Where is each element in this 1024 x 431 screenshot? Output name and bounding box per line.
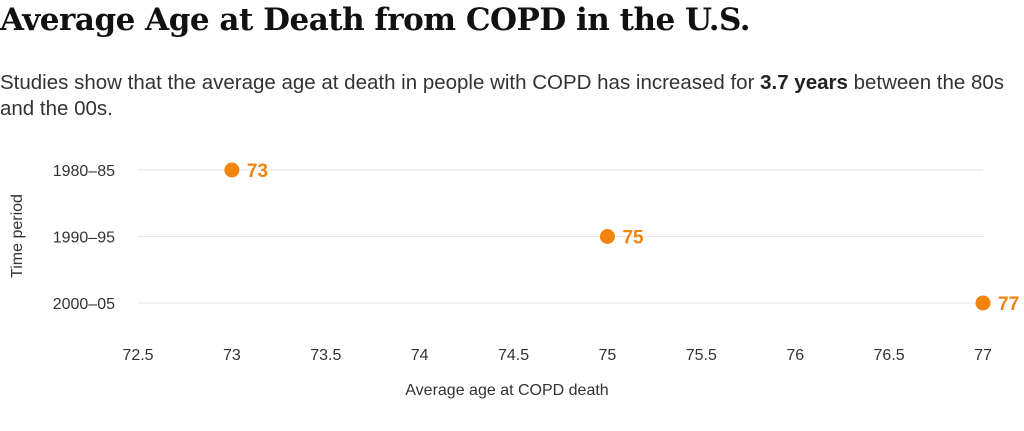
subtitle-text-after: between the 80s and the 00s. [0, 71, 1005, 120]
x-tick-label: 73 [223, 347, 241, 364]
x-tick-label: 76 [786, 347, 804, 364]
gridlines [138, 169, 983, 304]
y-axis-label: Time period [9, 194, 26, 278]
x-axis-label: Average age at COPD death [405, 382, 608, 399]
data-points [224, 162, 991, 311]
data-point [224, 162, 240, 178]
y-tick-label: 1990–95 [53, 230, 115, 247]
chart-subtitle: Studies show that the average age at dea… [0, 70, 1010, 122]
subtitle-text-before: Studies show that the average age at dea… [0, 71, 761, 94]
y-tick-label: 1980–85 [53, 163, 115, 180]
data-labels: 73 75 77 [247, 161, 1019, 315]
y-axis-tick-labels: 1980–85 1990–95 2000–05 [53, 163, 115, 313]
chart-title: Average Age at Death from COPD in the U.… [0, 2, 751, 38]
data-point [599, 229, 615, 244]
x-tick-label: 74 [411, 347, 429, 364]
data-label: 75 [622, 228, 644, 249]
x-tick-label: 75.5 [686, 347, 717, 364]
x-tick-label: 75 [599, 347, 617, 364]
x-tick-label: 74.5 [498, 347, 529, 364]
x-tick-label: 76.5 [874, 347, 905, 364]
x-tick-label: 72.5 [122, 347, 153, 364]
data-label: 77 [998, 294, 1019, 315]
subtitle-highlight: 3.7 years [760, 71, 848, 94]
dot-plot: 1980–85 1990–95 2000–05 72.5 73 73.5 74 74.5 75… [9, 161, 1019, 399]
data-point [975, 295, 991, 311]
x-tick-label: 73.5 [310, 347, 341, 364]
y-tick-label: 2000–05 [53, 296, 115, 313]
x-tick-label: 77 [974, 347, 992, 364]
x-axis-tick-labels: 72.5 73 73.5 74 74.5 75 75.5 76 76.5 77 [122, 347, 992, 364]
data-label: 73 [247, 161, 268, 182]
